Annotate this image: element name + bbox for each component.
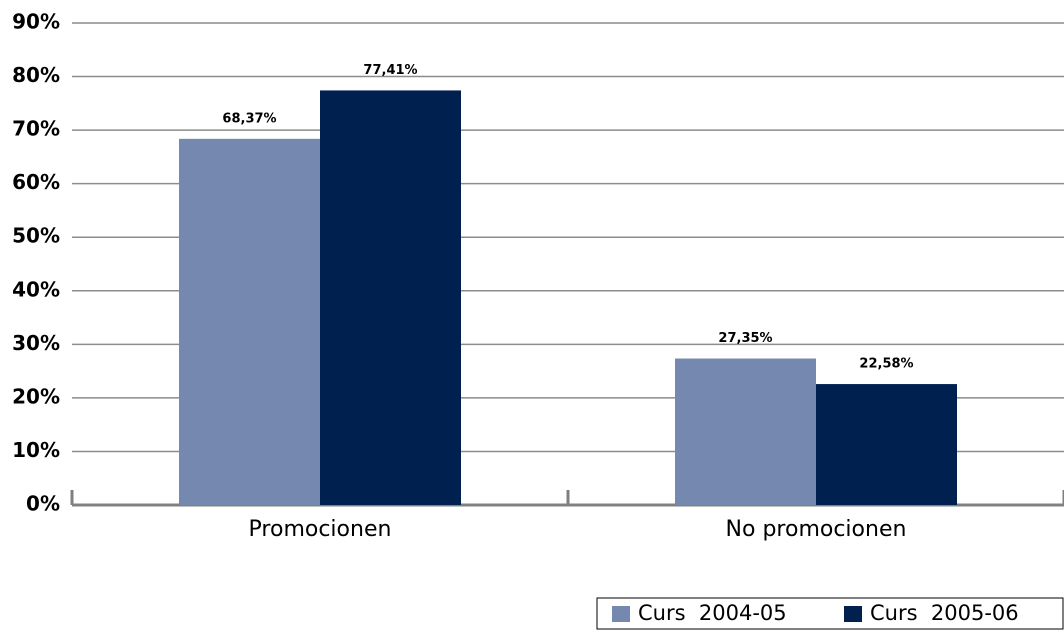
value-label: 68,37% [222, 111, 276, 126]
y-tick-label: 50% [12, 224, 60, 248]
x-tick-label: Promocionen [249, 517, 392, 542]
y-tick-label: 0% [26, 492, 60, 516]
legend-swatch [612, 606, 630, 622]
legend-label: Curs 2004-05 [638, 601, 787, 625]
y-tick-label: 90% [12, 10, 60, 34]
x-tick-label: No promocionen [726, 517, 907, 542]
value-label: 77,41% [363, 63, 417, 78]
value-label: 22,58% [859, 357, 913, 372]
y-tick-label: 40% [12, 277, 60, 301]
legend-swatch [844, 606, 862, 622]
y-tick-label: 30% [12, 331, 60, 355]
value-label: 27,35% [718, 331, 772, 346]
legend-box [596, 597, 1064, 630]
legend-label: Curs 2005-06 [870, 601, 1019, 625]
y-tick-label: 20% [12, 384, 60, 408]
y-tick-label: 80% [12, 63, 60, 87]
y-tick-label: 60% [12, 170, 60, 194]
y-tick-label: 70% [12, 117, 60, 141]
bar [179, 138, 320, 505]
bar [320, 90, 461, 505]
y-tick-label: 10% [12, 438, 60, 462]
bar [816, 384, 957, 505]
bar [675, 358, 816, 505]
